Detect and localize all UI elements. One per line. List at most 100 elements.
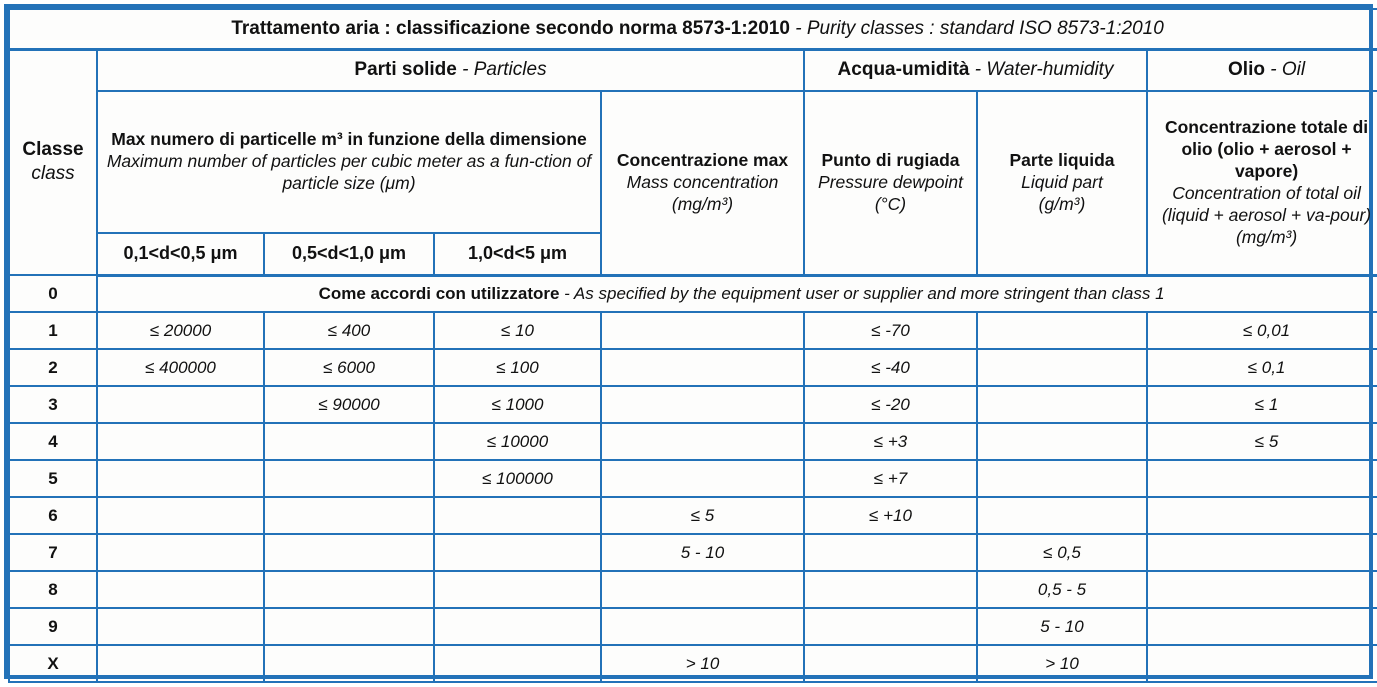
- value-cell: [1145, 570, 1377, 609]
- class-label: X: [8, 644, 98, 683]
- liquid-part-header-it: Parte liquida: [1009, 149, 1115, 170]
- purity-class-table-frame: Trattamento aria : classificazione secon…: [4, 4, 1377, 683]
- value-cell: [803, 570, 978, 609]
- mass-concentration-unit: (mg/m³): [671, 193, 734, 214]
- column-header-row: Max numero di particelle m³ in funzione …: [9, 90, 1377, 277]
- value-cell: [600, 459, 805, 498]
- size-header-row: 0,1<d<0,5 μm 0,5<d<1,0 μm 1,0<d<5 μm: [9, 232, 1377, 277]
- value-cell: [600, 607, 805, 646]
- mass-concentration-header: Concentrazione max Mass concentration (m…: [600, 90, 805, 277]
- particles-size-header-it: Max numero di particelle m³ in funzione …: [111, 129, 587, 150]
- value-cell: ≤ 0,5: [976, 533, 1148, 572]
- group-particles-it: Parti solide: [354, 59, 457, 81]
- group-particles-en: - Particles: [456, 59, 547, 81]
- table-title-row: Trattamento aria : classificazione secon…: [7, 8, 1377, 51]
- value-cell: [976, 385, 1148, 424]
- group-particles: Parti solide - Particles: [96, 48, 805, 92]
- value-cell: [600, 570, 805, 609]
- value-cell: [433, 533, 602, 572]
- liquid-part-header-en: Liquid part: [1021, 171, 1103, 192]
- value-cell: 0,5 - 5: [976, 570, 1148, 609]
- value-cell: [1145, 459, 1377, 498]
- value-cell: ≤ -70: [803, 311, 978, 350]
- value-cell: ≤ 5: [1145, 422, 1377, 461]
- value-cell: ≤ 6000: [263, 348, 435, 387]
- size-col-2: 0,5<d<1,0 μm: [263, 232, 435, 277]
- value-cell: [1145, 607, 1377, 646]
- class-label: 3: [8, 385, 98, 424]
- value-cell: [96, 496, 265, 535]
- table-row: X > 10 > 10: [8, 644, 1377, 683]
- value-cell: [263, 607, 435, 646]
- class-zero-note-it: Come accordi con utilizzatore: [318, 283, 560, 303]
- group-water: Acqua-umidità - Water-humidity: [803, 48, 1148, 92]
- size-col-3: 1,0<d<5 μm: [433, 232, 602, 277]
- group-header-row: Classe class Parti solide - Particles Ac…: [8, 48, 1377, 276]
- value-cell: ≤ -40: [803, 348, 978, 387]
- value-cell: [976, 348, 1148, 387]
- size-col-1: 0,1<d<0,5 μm: [96, 232, 265, 277]
- class-label: 5: [8, 459, 98, 498]
- mass-concentration-header-en: Mass concentration: [626, 171, 779, 192]
- value-cell: [263, 533, 435, 572]
- value-cell: [976, 496, 1148, 535]
- value-cell: [976, 422, 1148, 461]
- table-row: 7 5 - 10 ≤ 0,5: [8, 533, 1377, 572]
- group-oil: Olio - Oil: [1145, 48, 1377, 92]
- value-cell: [976, 459, 1148, 498]
- value-cell: ≤ +10: [803, 496, 978, 535]
- value-cell: [803, 607, 978, 646]
- value-cell: [600, 385, 805, 424]
- table-title: Trattamento aria : classificazione secon…: [7, 8, 1377, 51]
- table-row: 5 ≤ 100000 ≤ +7: [8, 459, 1377, 498]
- class-label: 0: [8, 274, 98, 313]
- catalog-page: Trattamento aria : classificazione secon…: [0, 4, 1377, 687]
- value-cell: [803, 644, 978, 683]
- value-cell: ≤ 100: [433, 348, 602, 387]
- classe-label-it: Classe: [22, 138, 84, 160]
- value-cell: 5 - 10: [600, 533, 805, 572]
- value-cell: [96, 385, 265, 424]
- class-zero-note: Come accordi con utilizzatore - As speci…: [95, 274, 1377, 313]
- value-cell: ≤ 400: [263, 311, 435, 350]
- table-row: 6 ≤ 5 ≤ +10: [8, 496, 1377, 535]
- table-row: 9 5 - 10: [8, 607, 1377, 646]
- value-cell: [263, 570, 435, 609]
- liquid-part-header: Parte liquida Liquid part (g/m³): [976, 90, 1148, 277]
- value-cell: [976, 311, 1148, 350]
- value-cell: ≤ 20000: [96, 311, 265, 350]
- classe-header-cell: Classe class: [8, 48, 98, 276]
- value-cell: ≤ 10000: [433, 422, 602, 461]
- value-cell: ≤ +3: [803, 422, 978, 461]
- value-cell: ≤ 400000: [96, 348, 265, 387]
- value-cell: ≤ 0,1: [1145, 348, 1377, 387]
- oil-concentration-header: Concentrazione totale di olio (olio + ae…: [1145, 90, 1377, 277]
- value-cell: [96, 570, 265, 609]
- value-cell: [433, 644, 602, 683]
- dewpoint-header-it: Punto di rugiada: [821, 149, 960, 170]
- value-cell: [600, 311, 805, 350]
- class-zero-note-en: - As specified by the equipment user or …: [559, 283, 1165, 303]
- table-row: 2 ≤ 400000 ≤ 6000 ≤ 100 ≤ -40 ≤ 0,1: [8, 348, 1377, 387]
- particles-size-header: Max numero di particelle m³ in funzione …: [96, 90, 602, 234]
- classe-label-en: class: [31, 163, 75, 185]
- table-title-it: Trattamento aria : classificazione secon…: [231, 17, 790, 39]
- table-title-en: - Purity classes : standard ISO 8573-1:2…: [789, 17, 1164, 39]
- oil-concentration-header-it: Concentrazione totale di olio (olio + ae…: [1164, 117, 1369, 181]
- dewpoint-header-en: Pressure dewpoint: [818, 171, 963, 192]
- class-label: 4: [8, 422, 98, 461]
- value-cell: [96, 533, 265, 572]
- table-row: 3 ≤ 90000 ≤ 1000 ≤ -20 ≤ 1: [8, 385, 1377, 424]
- mass-concentration-header-it: Concentrazione max: [616, 149, 789, 170]
- value-cell: 5 - 10: [976, 607, 1148, 646]
- value-cell: ≤ 0,01: [1145, 311, 1377, 350]
- value-cell: [1145, 496, 1377, 535]
- group-oil-it: Olio: [1228, 59, 1265, 81]
- value-cell: ≤ 5: [600, 496, 805, 535]
- class-label: 1: [8, 311, 98, 350]
- table-row: 1 ≤ 20000 ≤ 400 ≤ 10 ≤ -70 ≤ 0,01: [8, 311, 1377, 350]
- value-cell: [96, 607, 265, 646]
- particles-size-header-en: Maximum number of particles per cubic me…: [106, 151, 592, 193]
- class-label: 9: [8, 607, 98, 646]
- value-cell: ≤ 90000: [263, 385, 435, 424]
